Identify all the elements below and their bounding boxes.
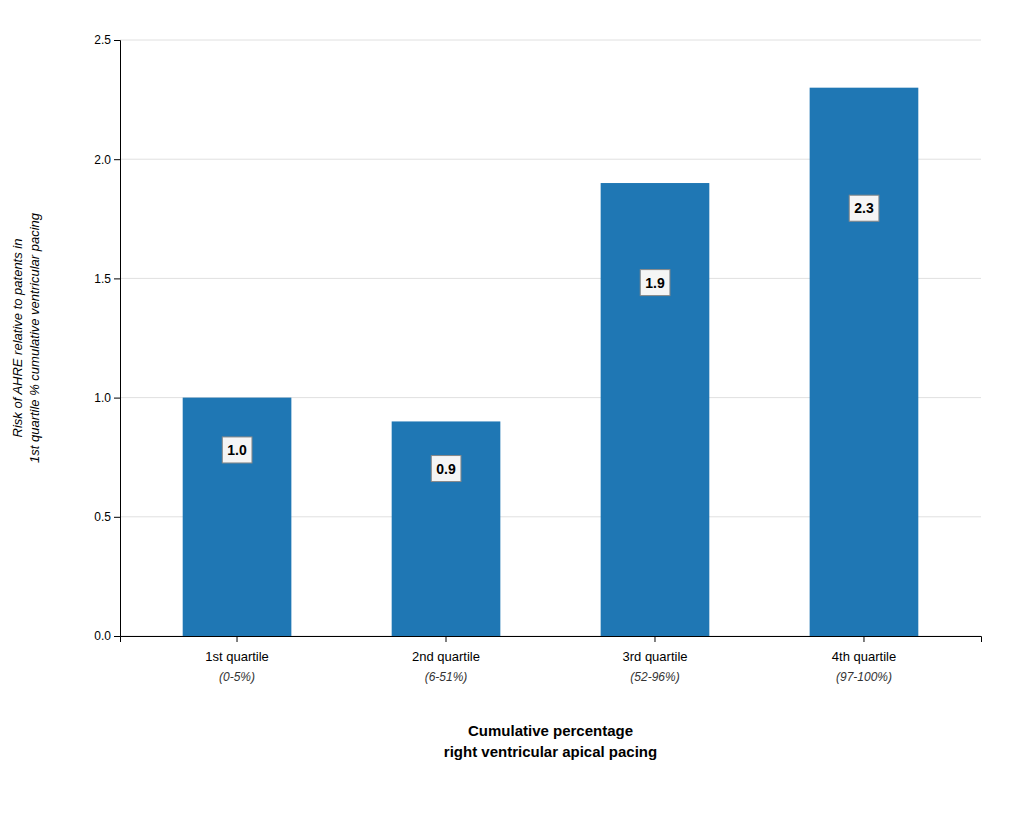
data-label: 0.9 xyxy=(436,461,456,477)
x-axis: 1st quartile (0-5%) 2nd quartile (6-51%) 3rd… xyxy=(121,636,982,684)
x-axis-title-line: Cumulative percentage xyxy=(468,722,633,739)
bar xyxy=(183,398,292,636)
data-label-box xyxy=(640,270,670,296)
chart: 0.0 0.5 1.0 1.5 2.0 2.5 1st quartile (0-5%) 2nd … xyxy=(0,0,1021,816)
plot: 0.0 0.5 1.0 1.5 2.0 2.5 1st quartile (0-5%) 2nd … xyxy=(10,33,982,760)
tick-label: 2nd quartile xyxy=(412,649,480,664)
tick-label: 2.0 xyxy=(94,153,111,167)
bar xyxy=(392,421,501,636)
data-label-box xyxy=(849,195,879,221)
data-label-group: 1.9 xyxy=(640,270,670,296)
data-labels: 1.0 0.9 1.9 2.3 xyxy=(222,195,879,481)
tick-sublabel: (0-5%) xyxy=(219,670,255,684)
tick-sublabel: (52-96%) xyxy=(630,670,679,684)
tick-mark xyxy=(863,636,864,642)
tick: 1.0 xyxy=(94,391,120,405)
tick: 3rd quartile (52-96%) xyxy=(622,636,687,684)
tick-mark xyxy=(654,636,655,642)
tick-label: 3rd quartile xyxy=(622,649,687,664)
tick-label: 1.0 xyxy=(94,391,111,405)
y-axis-title: Risk of AHRE relative to patents in1st q… xyxy=(10,212,42,463)
y-axis-title-line: Risk of AHRE relative to patents in xyxy=(10,239,25,438)
data-label-box xyxy=(431,456,461,482)
tick-mark xyxy=(237,636,238,642)
tick-mark xyxy=(114,636,120,637)
tick-mark xyxy=(446,636,447,642)
bar xyxy=(810,88,919,636)
tick: 1st quartile (0-5%) xyxy=(205,636,269,684)
tick: 2.5 xyxy=(94,33,120,47)
data-label: 1.0 xyxy=(227,442,247,458)
tick: 2.0 xyxy=(94,153,120,167)
y-axis: 0.0 0.5 1.0 1.5 2.0 2.5 xyxy=(94,33,120,643)
grid-line xyxy=(120,40,981,41)
bar xyxy=(601,183,710,636)
data-label-group: 1.0 xyxy=(222,437,252,463)
axis-line xyxy=(114,41,121,637)
tick-mark xyxy=(114,517,120,518)
data-label-box xyxy=(222,437,252,463)
tick: 4th quartile (97-100%) xyxy=(832,636,896,684)
tick-sublabel: (97-100%) xyxy=(836,670,892,684)
tick-mark xyxy=(114,278,120,279)
x-axis-title-line: right ventricular apical pacing xyxy=(444,743,657,760)
bars xyxy=(183,88,919,636)
tick-label: 2.5 xyxy=(94,33,111,47)
y-axis-title-line: 1st quartile % cumulative ventricular pa… xyxy=(27,212,42,463)
tick: 0.0 xyxy=(94,629,120,643)
axis-line xyxy=(121,637,982,643)
grid xyxy=(120,40,981,636)
tick-label: 0.0 xyxy=(94,629,111,643)
tick-mark xyxy=(114,398,120,399)
x-axis-title: Cumulative percentage right ventricular a… xyxy=(444,722,657,760)
tick-mark xyxy=(114,40,120,41)
tick-label: 0.5 xyxy=(94,510,111,524)
data-label: 2.3 xyxy=(854,200,874,216)
tick-label: 4th quartile xyxy=(832,649,896,664)
tick-label: 1.5 xyxy=(94,272,111,286)
tick-mark xyxy=(114,159,120,160)
tick: 2nd quartile (6-51%) xyxy=(412,636,480,684)
data-label-group: 2.3 xyxy=(849,195,879,221)
data-label: 1.9 xyxy=(645,275,665,291)
data-label-group: 0.9 xyxy=(431,456,461,482)
tick: 0.5 xyxy=(94,510,120,524)
tick: 1.5 xyxy=(94,272,120,286)
tick-label: 1st quartile xyxy=(205,649,269,664)
tick-sublabel: (6-51%) xyxy=(425,670,468,684)
